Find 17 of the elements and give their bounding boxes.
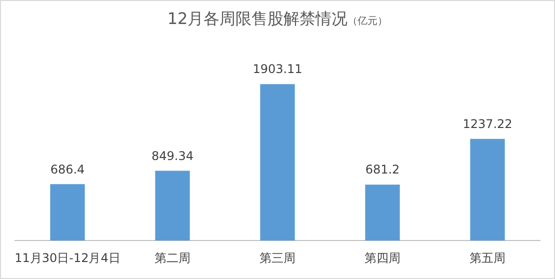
- x-tick-label: 11月30日-12月4日: [14, 250, 120, 265]
- x-tick-label: 第五周: [470, 250, 506, 265]
- data-label: 686.4: [50, 162, 85, 176]
- x-tick-label: 第四周: [364, 250, 400, 265]
- bar: [50, 184, 85, 241]
- bar: [470, 138, 505, 241]
- data-label: 681.2: [365, 162, 400, 177]
- bar: [260, 84, 295, 241]
- data-label: 1903.11: [252, 62, 302, 76]
- bar: [155, 170, 190, 241]
- chart-subtitle: （亿元）: [348, 16, 388, 27]
- data-label: 1237.22: [462, 116, 512, 131]
- chart-title: 12月各周限售股解禁情况: [167, 9, 348, 28]
- x-tick-label: 第三周: [260, 250, 296, 265]
- bar: [365, 184, 400, 241]
- x-tick-label: 第二周: [154, 250, 190, 265]
- data-label: 849.34: [152, 148, 194, 163]
